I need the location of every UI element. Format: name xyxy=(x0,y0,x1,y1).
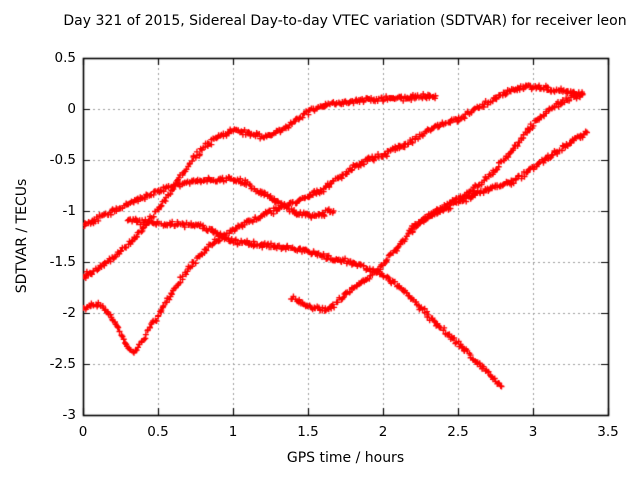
y-tick-label: -2 xyxy=(62,305,76,321)
x-tick-label: 1.5 xyxy=(297,424,319,440)
chart-title: Day 321 of 2015, Sidereal Day-to-day VTE… xyxy=(63,13,627,29)
y-tick-label: -2.5 xyxy=(49,356,76,372)
y-tick-label: 0 xyxy=(67,101,76,117)
x-axis-label: GPS time / hours xyxy=(286,450,405,466)
y-tick-label: 0.5 xyxy=(54,50,76,66)
y-tick-label: -0.5 xyxy=(49,152,76,168)
x-tick-label: 2 xyxy=(378,424,388,440)
x-tick-label: 0.5 xyxy=(147,424,169,440)
y-tick-label: -1.5 xyxy=(49,254,76,270)
y-axis-label: SDTVAR / TECUs xyxy=(14,178,30,294)
x-tick-label: 2.5 xyxy=(447,424,469,440)
y-tick-label: -1 xyxy=(62,203,76,219)
x-tick-label: 3 xyxy=(528,424,538,440)
x-tick-label: 0 xyxy=(78,424,88,440)
x-tick-label: 3.5 xyxy=(597,424,619,440)
x-tick-label: 1 xyxy=(228,424,238,440)
y-tick-label: -3 xyxy=(62,407,76,423)
